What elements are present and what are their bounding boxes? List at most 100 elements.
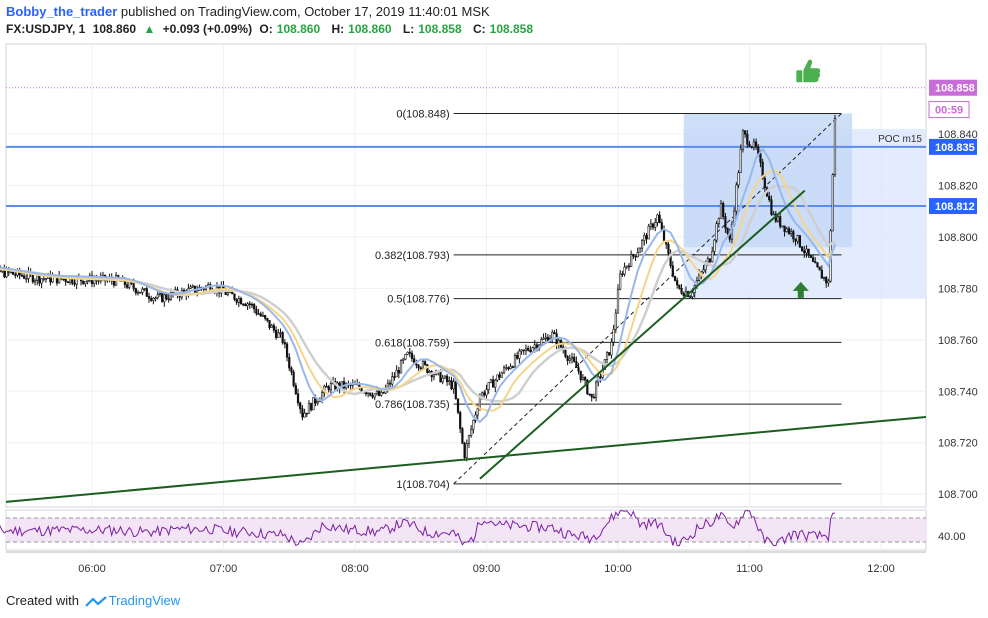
candle-body [623,266,626,275]
thumbs-up-icon [796,59,821,83]
y-tick-label: 108.840 [938,129,978,141]
candle-body [285,343,289,358]
candle-body [671,265,674,277]
candle-body [233,293,236,300]
candle-body [533,344,536,349]
candle-body [579,370,582,381]
value-area-inner-box [683,113,853,248]
candle-body [461,428,464,444]
y-tick-label: 108.720 [938,438,978,450]
candle-body [619,273,622,290]
candle-body [772,213,775,216]
x-tick-label: 12:00 [867,563,895,575]
candle-body [134,288,137,294]
candle-body [505,367,508,369]
candle-body [22,275,26,279]
candle-body [632,254,635,257]
moving-average-gold [0,169,836,412]
candle-body [524,347,528,351]
candle-body [511,366,514,368]
candle-body [288,356,291,369]
candle-body [441,377,444,383]
candle-body [439,370,442,383]
candle-body [329,383,332,391]
candle-body [226,292,229,296]
candle-body [432,374,436,378]
candle-body [610,341,613,356]
candle-body [281,332,284,343]
candle-body [739,148,742,173]
candle-body [472,420,475,430]
y-tick-label: 108.820 [938,180,978,192]
tradingview-link[interactable]: TradingView [108,593,181,608]
candle-body [783,225,786,232]
candle-body [518,350,521,359]
candle-body [726,227,729,234]
author-link[interactable]: Bobby_the_trader [6,4,118,19]
candle-body [713,239,716,252]
candle-body [393,376,396,378]
candle-body [382,391,385,394]
candle-body [12,271,15,275]
candle-body [491,379,495,388]
candle-body [145,288,148,297]
candle-body [404,354,407,360]
candle-body [445,375,449,383]
candle-body [296,393,300,404]
candle-body [391,376,394,385]
candle-body [84,281,87,285]
candle-body [325,385,328,388]
candle-body [794,238,797,242]
y-tick-label: 108.760 [938,335,978,347]
x-tick-label: 06:00 [78,563,106,575]
candle-body [246,303,249,307]
candle-body [380,391,383,396]
x-tick-label: 09:00 [473,563,501,575]
candle-body [415,363,418,366]
candle-body [259,313,262,317]
candle-body [711,251,714,263]
candle-body [643,235,646,241]
candle-body [616,288,620,314]
candle-body [424,361,427,365]
fib-level-label: 0.382(108.793) [375,250,450,262]
candle-body [748,143,751,147]
candle-body [776,216,780,222]
ohlc-low: L: 108.858 [403,22,466,36]
candle-body [833,118,837,176]
candle-body [321,392,324,401]
candle-body [781,225,784,228]
candle-body [594,381,598,398]
candle-body [502,367,506,374]
candle-body [9,271,13,274]
x-tick-label: 08:00 [341,563,369,575]
candle-body [261,315,265,317]
candle-body [163,294,166,303]
candle-body [64,278,67,283]
candle-body [750,146,753,148]
candle-body [268,320,271,328]
candle-body [373,393,376,398]
candle-body [239,298,243,305]
candle-body [257,313,260,315]
candle-body [97,280,100,282]
candle-body [371,395,374,398]
price-change: +0.093 (+0.09%) [162,22,253,36]
candle-body [66,281,69,284]
candle-body [599,376,602,379]
fib-level-label: 0.618(108.759) [375,337,450,349]
candle-body [768,196,771,201]
symbol-header: FX:USDJPY, 1 108.860 ▲ +0.093 (+0.09%) O… [6,22,541,36]
candle-body [717,218,720,224]
candle-body [787,228,791,234]
candle-body [820,269,823,279]
candle-body [386,382,389,389]
candle-body [443,375,446,379]
candle-body [274,329,278,338]
candle-body [242,303,245,306]
candle-body [575,361,578,368]
ohlc-open: O: 108.860 [259,22,324,36]
candle-body [608,352,611,356]
candle-body [621,273,624,276]
